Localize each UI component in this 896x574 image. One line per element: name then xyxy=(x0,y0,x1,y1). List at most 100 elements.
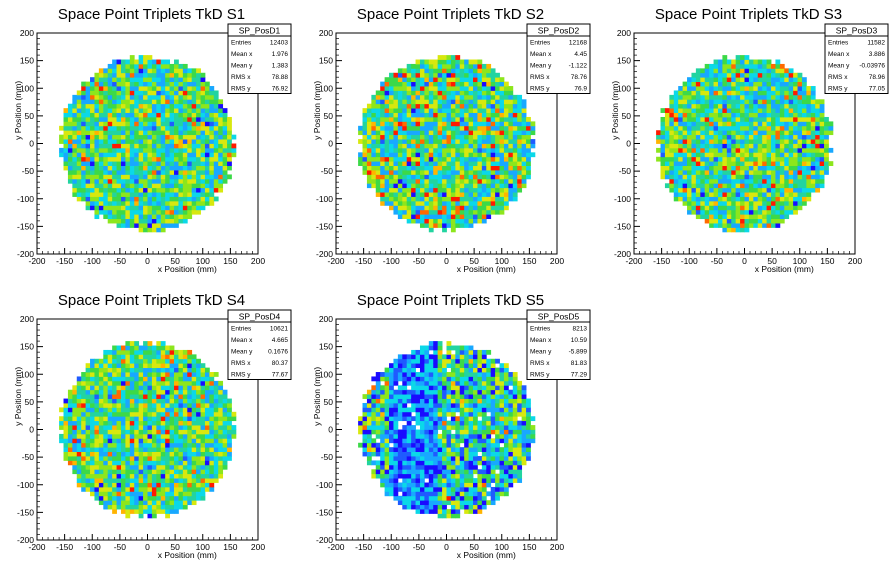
heatmap-bin xyxy=(748,108,754,113)
heatmap-bin xyxy=(63,116,69,122)
heatmap-bin xyxy=(495,112,500,118)
heatmap-bin xyxy=(824,147,829,153)
heatmap-bin xyxy=(174,420,179,426)
heatmap-bin xyxy=(397,200,403,206)
heatmap-bin xyxy=(678,143,684,149)
heatmap-bin xyxy=(90,178,95,184)
heatmap-bin xyxy=(819,174,825,180)
heatmap-bin xyxy=(129,112,135,118)
heatmap-bin xyxy=(442,130,447,136)
heatmap-bin xyxy=(424,209,430,215)
heatmap-bin xyxy=(143,147,148,153)
heatmap-bin xyxy=(182,349,188,355)
heatmap-bin xyxy=(213,183,219,189)
heatmap-bin xyxy=(169,464,175,470)
heatmap-bin xyxy=(678,192,684,197)
heatmap-bin xyxy=(196,170,201,175)
heatmap-bin xyxy=(744,156,750,162)
heatmap-bin xyxy=(744,81,750,87)
heatmap-bin xyxy=(512,121,518,127)
heatmap-bin xyxy=(762,94,767,100)
heatmap-bin xyxy=(459,68,465,74)
heatmap-bin xyxy=(753,103,759,109)
heatmap-bin xyxy=(90,205,95,211)
heatmap-bin xyxy=(125,433,131,439)
heatmap-bin xyxy=(362,112,368,118)
heatmap-bin xyxy=(90,81,95,87)
heatmap-bin xyxy=(134,209,140,215)
heatmap-bin xyxy=(147,86,153,91)
heatmap-bin xyxy=(771,99,776,105)
heatmap-bin xyxy=(90,99,95,105)
heatmap-bin xyxy=(722,183,728,189)
heatmap-bin xyxy=(815,103,821,109)
heatmap-bin xyxy=(784,196,790,202)
heatmap-bin xyxy=(384,192,390,197)
heatmap-bin xyxy=(468,174,474,180)
heatmap-bin xyxy=(660,130,666,136)
heatmap-bin xyxy=(112,187,117,193)
heatmap-bin xyxy=(424,139,430,144)
heatmap-bin xyxy=(810,170,816,175)
heatmap-bin xyxy=(446,223,452,228)
heatmap-bin xyxy=(419,116,425,122)
heatmap-bin xyxy=(437,116,443,122)
heatmap-bin xyxy=(508,187,514,193)
heatmap-bin xyxy=(120,165,126,171)
heatmap-bin xyxy=(165,196,170,202)
heatmap-bin xyxy=(389,94,394,100)
heatmap-bin xyxy=(775,77,781,83)
heatmap-bin xyxy=(196,108,201,113)
heatmap-bin xyxy=(384,196,390,202)
heatmap-bin xyxy=(112,389,117,395)
heatmap-bin xyxy=(726,165,732,171)
heatmap-bin xyxy=(473,121,478,127)
heatmap-bin xyxy=(116,130,122,136)
heatmap-bin xyxy=(213,125,219,131)
heatmap-bin xyxy=(717,143,723,149)
heatmap-bin xyxy=(147,367,153,373)
heatmap-bin xyxy=(169,196,175,202)
heatmap-bin xyxy=(691,183,697,189)
heatmap-bin xyxy=(490,134,496,140)
heatmap-bin xyxy=(90,161,95,166)
heatmap-bin xyxy=(753,125,759,131)
heatmap-bin xyxy=(442,205,447,211)
heatmap-bin xyxy=(446,99,452,105)
heatmap-bin xyxy=(103,205,109,211)
heatmap-bin xyxy=(704,192,710,197)
heatmap-bin xyxy=(704,196,710,202)
heatmap-bin xyxy=(200,94,206,100)
heatmap-bin xyxy=(428,156,434,162)
heatmap-bin xyxy=(713,147,719,153)
heatmap-bin xyxy=(450,130,456,136)
heatmap-bin xyxy=(129,420,135,426)
heatmap-bin xyxy=(788,143,794,149)
heatmap-bin xyxy=(700,139,706,144)
heatmap-bin xyxy=(156,121,162,127)
heatmap-bin xyxy=(178,72,184,78)
heatmap-bin xyxy=(98,358,104,364)
heatmap-bin xyxy=(120,94,126,100)
heatmap-bin xyxy=(757,112,763,118)
heatmap-bin xyxy=(437,183,443,189)
heatmap-bin xyxy=(107,425,113,430)
heatmap-bin xyxy=(486,187,492,193)
heatmap-bin xyxy=(428,218,434,224)
heatmap-bin xyxy=(156,341,162,346)
heatmap-bin xyxy=(810,147,816,153)
heatmap-bin xyxy=(389,200,394,206)
heatmap-bin xyxy=(437,77,443,83)
heatmap-bin xyxy=(107,385,113,391)
heatmap-bin xyxy=(107,464,113,470)
heatmap-bin xyxy=(218,174,224,180)
heatmap-bin xyxy=(103,433,109,439)
heatmap-bin xyxy=(366,139,372,144)
heatmap-bin xyxy=(178,86,184,91)
heatmap-bin xyxy=(107,500,113,506)
heatmap-bin xyxy=(160,416,166,422)
heatmap-bin xyxy=(477,116,483,122)
heatmap-bin xyxy=(81,464,87,470)
heatmap-bin xyxy=(473,209,478,215)
heatmap-bin xyxy=(112,504,117,510)
